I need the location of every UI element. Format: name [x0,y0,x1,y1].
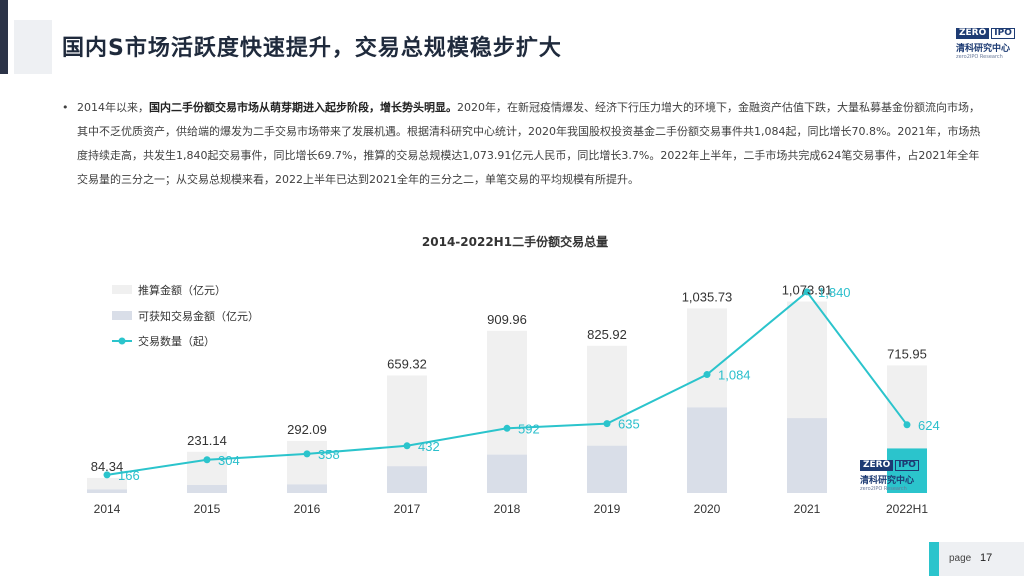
summary-part2: 2020年，在新冠疫情爆发、经济下行压力增大的环境下，金融资产估值下跌，大量私募… [77,101,981,186]
known-bar-2016 [287,484,327,493]
amount-label-2019: 825.92 [587,327,627,342]
count-point-2018 [503,424,511,432]
title-band [52,18,952,74]
count-label-2018: 592 [518,421,540,436]
known-bar-2015 [187,484,227,493]
x-tick-2021: 2021 [794,502,821,516]
count-label-2020: 1,084 [718,368,751,383]
legend-label-count: 交易数量（起） [138,334,215,348]
x-tick-2020: 2020 [694,502,721,516]
x-tick-2019: 2019 [594,502,621,516]
count-label-2022H1: 624 [918,418,940,433]
known-bar-2014 [87,489,127,493]
summary-paragraph: • 2014年以来，国内二手份额交易市场从萌芽期进入起步阶段，增长势头明显。20… [62,96,982,192]
page-indicator [939,542,1024,576]
watermark-ipo: IPO [895,460,919,471]
count-point-2022H1 [903,421,911,429]
zero2ipo-logo: ZERO IPO 清科研究中心 zero2IPO Research [956,28,1015,62]
legend-swatch-estimated [112,285,132,294]
legend-label-known: 可获知交易金额（亿元） [138,309,259,323]
amount-label-2014: 84.34 [91,459,124,474]
logo-zero: ZERO [956,28,990,39]
amount-label-2016: 292.09 [287,422,327,437]
header-accent-bar [0,0,8,74]
amount-label-2015: 231.14 [187,433,227,448]
count-label-2017: 432 [418,439,440,454]
count-label-2014: 166 [118,468,140,483]
x-tick-2018: 2018 [494,502,521,516]
count-label-2019: 635 [618,417,640,432]
known-amount-bars [87,407,927,493]
amount-label-2018: 909.96 [487,312,527,327]
count-label-2016: 358 [318,447,340,462]
page-title: 国内S市场活跃度快速提升，交易总规模稳步扩大 [62,36,562,61]
transaction-count-line [103,288,911,479]
count-point-2015 [203,456,211,464]
count-point-2021 [803,288,811,296]
x-tick-2014: 2014 [94,502,121,516]
data-labels: 84.34 231.14 292.09 659.32 909.96 825.92 1,035… [91,283,940,483]
watermark-zero: ZERO [860,460,894,471]
count-point-2014 [103,471,111,479]
x-tick-2016: 2016 [294,502,321,516]
amount-label-2017: 659.32 [387,356,427,371]
x-tick-2015: 2015 [194,502,221,516]
legend-dot-count [118,337,126,345]
logo-chinese-name: 清科研究中心 [956,44,1011,54]
page-label: page [949,553,972,564]
summary-part1: 2014年以来， [77,101,149,114]
summary-highlight: 国内二手份额交易市场从萌芽期进入起步阶段，增长势头明显。 [149,101,457,114]
estimated-bar-2016 [287,440,327,493]
watermark-english-name: zero2IPO Research [860,486,907,492]
secondary-transaction-chart: 2014-2022H1二手份额交易总量 84.34 231.14 292.09 659… [87,234,940,516]
count-point-2020 [703,371,711,379]
page-number: 17 [980,552,993,564]
x-tick-2022H1: 2022H1 [886,502,928,516]
known-bar-2020 [687,407,727,493]
watermark-chinese-name: 清科研究中心 [860,476,915,486]
count-label-2021: 1,840 [818,285,851,300]
amount-label-2021: 1,073.91 [782,283,833,298]
known-bar-2019 [587,445,627,493]
bar-watermark-logo: ZERO IPO 清科研究中心 zero2IPO Research [860,460,920,492]
count-label-2015: 304 [218,453,240,468]
page-accent [929,542,939,576]
chart-title: 2014-2022H1二手份额交易总量 [422,234,608,249]
chart-legend: 推算金额（亿元） 可获知交易金额（亿元） 交易数量（起） [112,283,259,348]
legend-swatch-known [112,311,132,320]
count-point-2019 [603,420,611,428]
x-axis-ticks: 2014 2015 2016 2017 2018 2019 2020 2021 2022H1 [94,502,929,516]
bullet-dot: • [62,101,69,114]
logo-english-name: zero2IPO Research [956,54,1003,60]
summary-text: 2014年以来，国内二手份额交易市场从萌芽期进入起步阶段，增长势头明显。2020… [62,96,982,192]
logo-ipo: IPO [991,28,1015,39]
count-point-2017 [403,442,411,450]
known-bar-2021 [787,418,827,493]
title-decoration [14,20,54,74]
legend-label-estimated: 推算金额（亿元） [138,283,226,297]
amount-label-2022H1: 715.95 [887,346,927,361]
estimated-bar-2014 [87,477,127,493]
x-tick-2017: 2017 [394,502,421,516]
known-bar-2017 [387,466,427,493]
known-bar-2018 [487,454,527,493]
count-point-2016 [303,450,311,458]
amount-label-2020: 1,035.73 [682,289,733,304]
